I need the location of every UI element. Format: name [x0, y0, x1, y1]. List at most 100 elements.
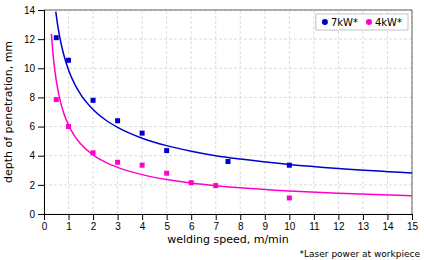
point	[66, 58, 71, 63]
tick-mark	[363, 214, 364, 220]
tick: 12	[24, 34, 44, 45]
grid-line	[289, 10, 290, 214]
tick-label: 15	[407, 221, 419, 232]
legend-item: 7kW*	[322, 17, 358, 28]
tick-label: 9	[263, 221, 269, 232]
legend-label: 7kW*	[331, 17, 358, 28]
tick: 6	[189, 214, 195, 232]
tick-mark	[38, 39, 44, 40]
tick-label: 10	[24, 63, 36, 74]
tick-label: 4	[140, 221, 146, 232]
grid-line	[44, 10, 412, 11]
point	[115, 118, 120, 123]
tick: 12	[333, 214, 345, 232]
chart: 012345678910111213141502468101214welding…	[0, 0, 424, 260]
fit-line	[56, 12, 412, 173]
tick-mark	[93, 214, 94, 220]
grid-line	[387, 10, 388, 214]
tick-label: 0	[42, 221, 48, 232]
tick: 14	[24, 5, 44, 16]
y-axis: 0 2 4 6 8 10 12 14	[24, 5, 45, 220]
tick-label: 0	[29, 209, 35, 220]
tick: 0	[29, 209, 44, 220]
point	[226, 159, 231, 164]
tick-mark	[387, 214, 388, 220]
tick-mark	[38, 127, 44, 128]
point	[164, 148, 169, 153]
grid-line	[44, 39, 412, 40]
grid-line	[240, 10, 241, 214]
tick-mark	[38, 68, 44, 69]
point	[91, 98, 96, 103]
tick-mark	[142, 214, 143, 220]
fit-line	[51, 34, 412, 196]
tick-label: 2	[91, 221, 97, 232]
tick: 10	[284, 214, 296, 232]
tick: 8	[238, 214, 244, 232]
grid-line	[44, 97, 412, 98]
tick-label: 4	[29, 150, 35, 161]
tick: 14	[382, 214, 394, 232]
tick: 1	[66, 214, 72, 232]
tick: 2	[29, 180, 44, 191]
legend-box	[316, 14, 408, 30]
tick: 5	[164, 214, 170, 232]
axis-line	[38, 11, 45, 215]
tick: 7	[213, 214, 219, 232]
tick-mark	[38, 156, 44, 157]
tick: 0	[42, 214, 48, 232]
legend-label: 4kW*	[375, 17, 402, 28]
tick-mark	[167, 214, 168, 220]
scatter-series	[54, 97, 292, 200]
legend-item: 4kW*	[366, 17, 402, 28]
point	[287, 195, 292, 200]
point	[91, 150, 96, 155]
point	[189, 180, 194, 185]
tick: 2	[91, 214, 97, 232]
tick-mark	[38, 214, 44, 215]
scatter-series	[54, 35, 292, 168]
frame	[44, 10, 412, 11]
tick-label: 11	[309, 221, 320, 232]
tick: 10	[24, 63, 44, 74]
grid-line	[338, 10, 339, 214]
tick-label: 6	[29, 121, 35, 132]
point	[164, 171, 169, 176]
tick-label: 13	[358, 221, 370, 232]
tick-mark	[338, 214, 339, 220]
x-axis-title: welding speed, m/min	[167, 233, 289, 246]
footnote: *Laser power at workpiece	[300, 249, 421, 259]
grid-line	[362, 10, 363, 214]
tick-mark	[118, 214, 119, 220]
tick-mark	[314, 214, 315, 220]
tick-mark	[216, 214, 217, 220]
tick: 15	[407, 214, 419, 232]
grid	[44, 10, 412, 214]
point	[54, 35, 59, 40]
tick-label: 14	[24, 5, 36, 16]
tick: 4	[29, 150, 44, 161]
tick-label: 12	[333, 221, 345, 232]
tick-label: 10	[284, 221, 296, 232]
tick-mark	[69, 214, 70, 220]
tick-mark	[191, 214, 192, 220]
tick-label: 6	[189, 221, 195, 232]
tick: 6	[29, 121, 44, 132]
point	[115, 160, 120, 165]
grid-line	[44, 155, 412, 156]
tick: 9	[263, 214, 269, 232]
legend-swatch	[366, 19, 372, 25]
point	[54, 97, 59, 102]
tick-label: 3	[115, 221, 121, 232]
point	[140, 131, 145, 136]
grid-line	[264, 10, 265, 214]
point	[287, 163, 292, 168]
tick-mark	[38, 97, 44, 98]
tick-label: 8	[29, 92, 35, 103]
grid-line	[44, 126, 412, 127]
grid-line	[44, 68, 412, 69]
tick-label: 12	[24, 34, 36, 45]
tick: 8	[29, 92, 44, 103]
legend: 7kW* 4kW*	[316, 14, 408, 30]
grid-line	[44, 184, 412, 185]
